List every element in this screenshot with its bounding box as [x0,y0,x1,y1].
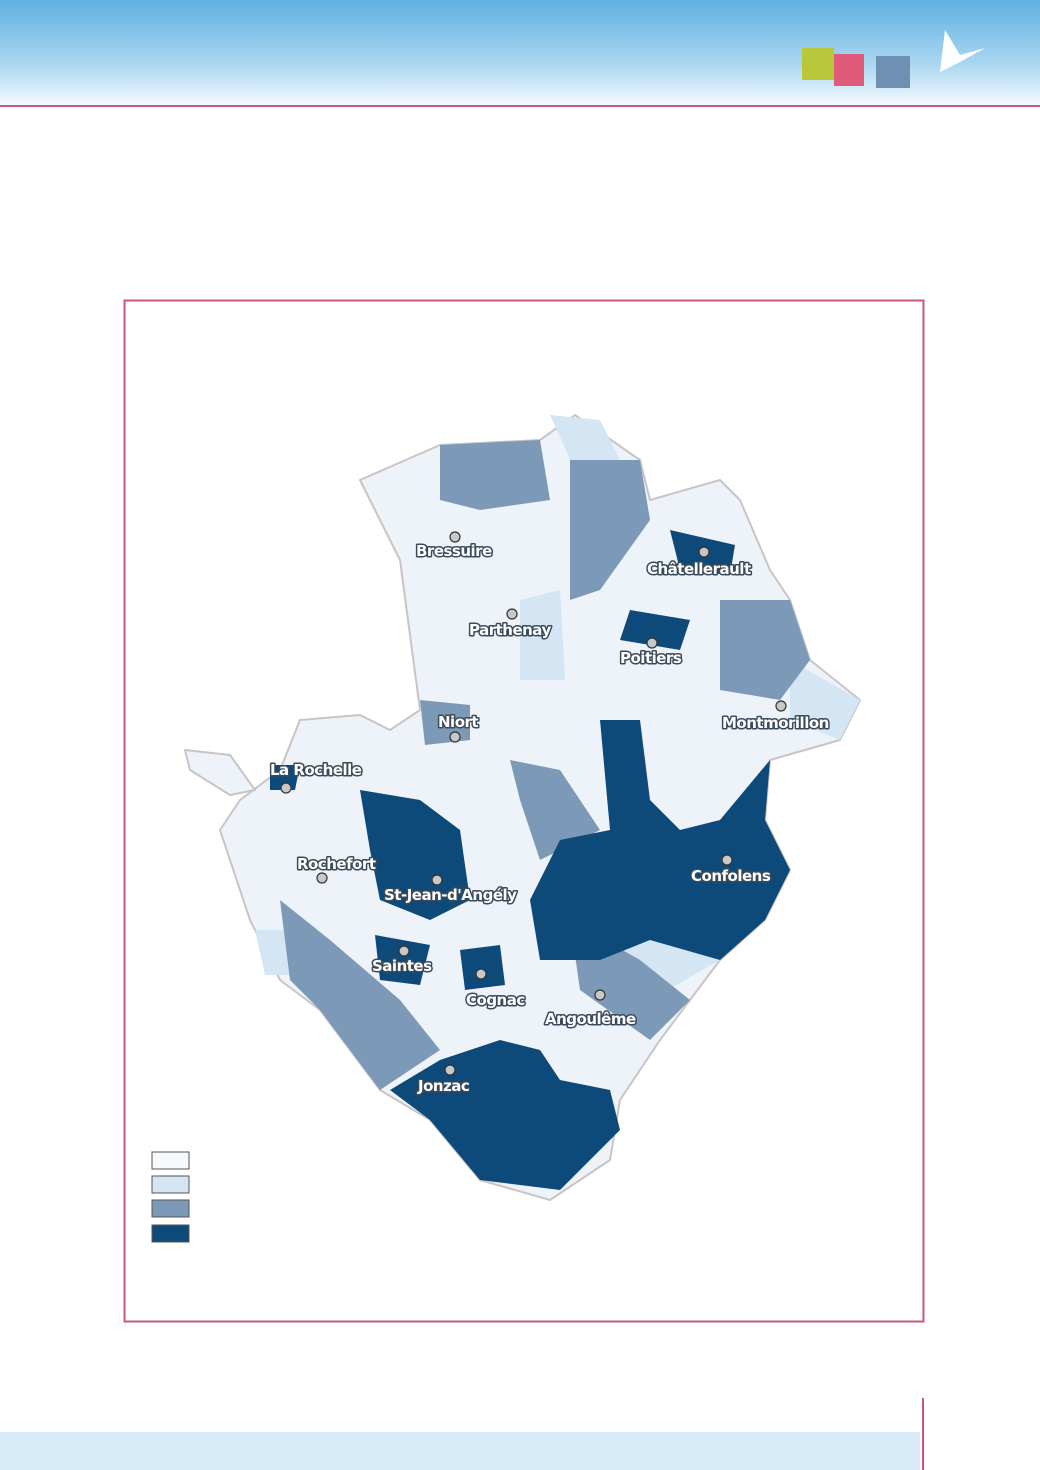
city-label: Jonzac [417,1077,469,1095]
city-label: Angoulême [545,1010,636,1028]
city-label: Montmorillon [722,714,829,732]
city-label: La Rochelle [270,761,362,779]
legend-swatch [151,1199,190,1218]
city-label: Confolens [691,867,771,885]
city-label: Niort [438,713,478,731]
city-label: Parthenay [469,621,551,639]
map-frame [123,299,925,1323]
legend-swatch [151,1151,190,1170]
city-labels: Bressuire Châtellerault Parthenay Poitie… [269,541,831,1097]
city-label: Bressuire [416,542,492,560]
legend-swatch [151,1175,190,1194]
city-dots [280,531,787,1076]
header-cubes [802,30,985,88]
city-label: Châtellerault [647,560,751,578]
legend-swatch [151,1224,190,1243]
city-label: Cognac [466,991,525,1009]
city-label: Saintes [372,957,432,975]
map [184,414,861,1201]
city-label: Poitiers [620,649,682,667]
city-label: Rochefort [297,855,376,873]
footer-band [0,1432,920,1470]
city-label: St-Jean-d'Angély [384,886,517,904]
header-banner [0,0,1040,105]
legend [151,1151,190,1243]
